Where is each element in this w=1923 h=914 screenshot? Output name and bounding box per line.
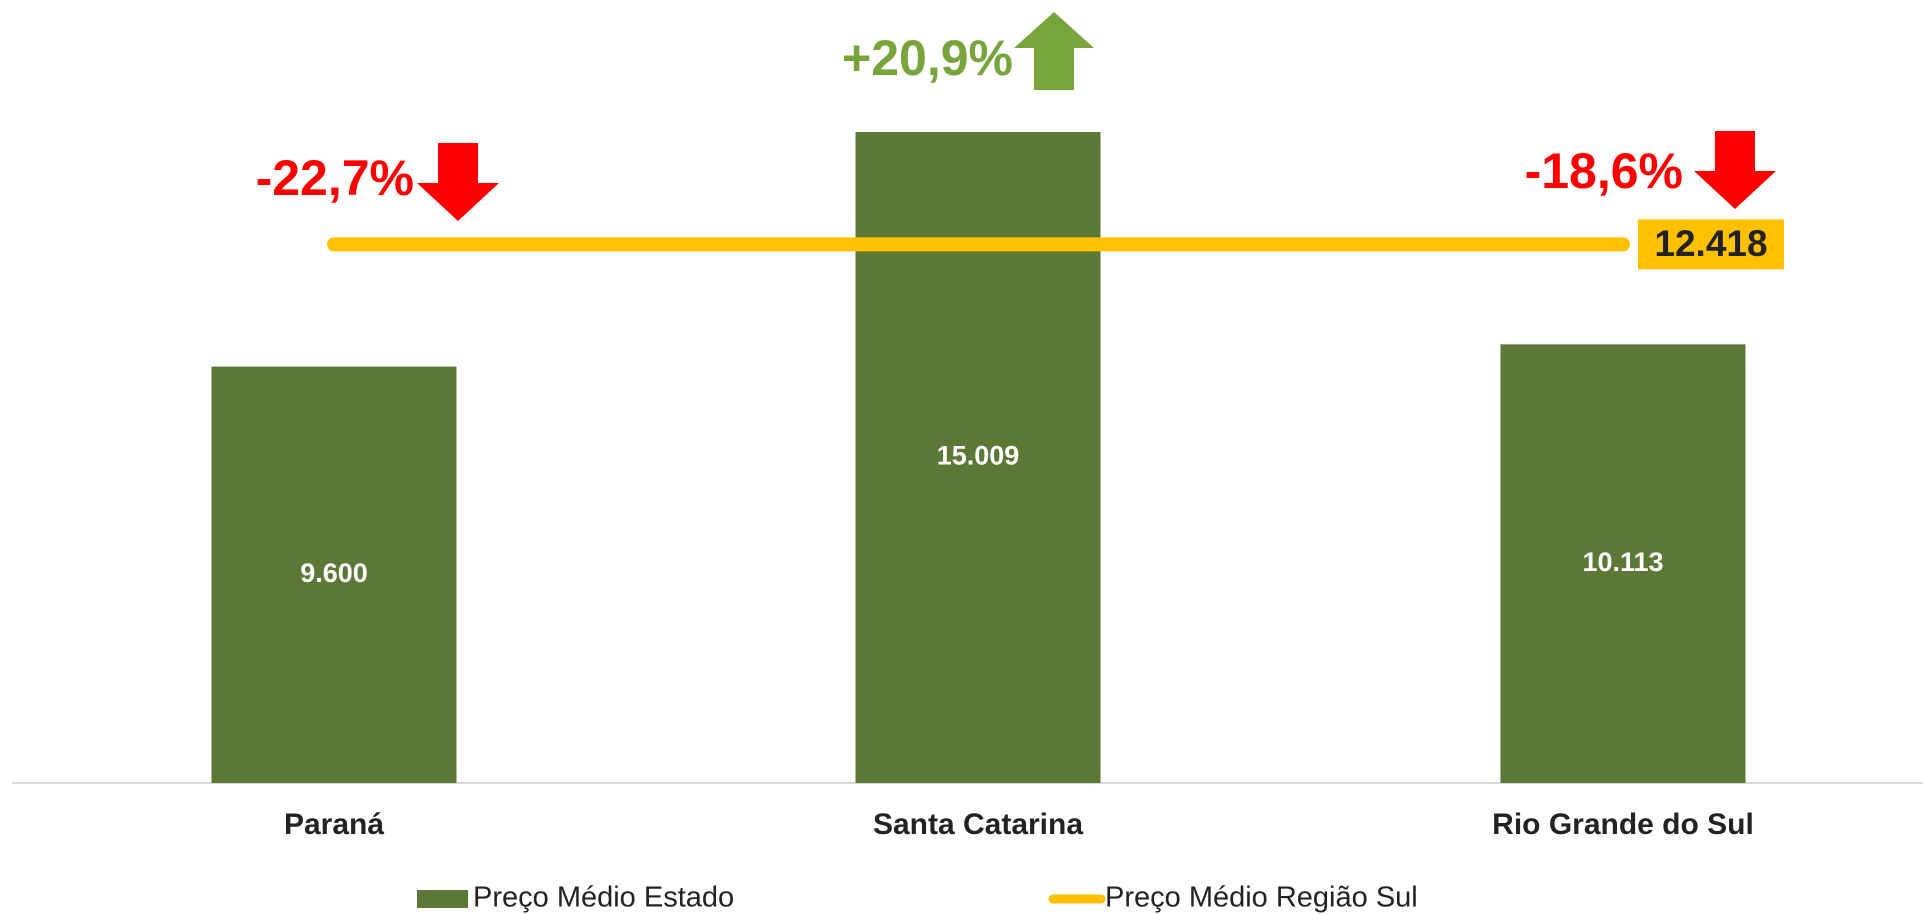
line-value-label: 12.418 (1654, 223, 1767, 264)
legend-label: Preço Médio Estado (473, 882, 734, 914)
bar (1500, 344, 1746, 783)
x-tick-label: Paraná (284, 808, 384, 841)
arrow-up (1014, 12, 1094, 90)
bar-value-label: 9.600 (300, 558, 368, 588)
annotation: -22,7% (256, 150, 414, 206)
bar-value-label: 15.009 (937, 441, 1020, 471)
line-label-box (1638, 219, 1784, 270)
bar-value-label: 10.113 (1582, 547, 1663, 577)
x-tick-label: Rio Grande do Sul (1492, 808, 1754, 841)
arrow-down (417, 143, 499, 221)
annotation: +20,9% (842, 30, 1013, 86)
bar (211, 366, 457, 783)
legend-label: Preço Médio Região Sul (1105, 882, 1418, 914)
arrow-down (1694, 131, 1776, 209)
legend-swatch (417, 890, 468, 908)
x-tick-label: Santa Catarina (873, 808, 1083, 841)
annotation: -18,6% (1525, 143, 1683, 199)
